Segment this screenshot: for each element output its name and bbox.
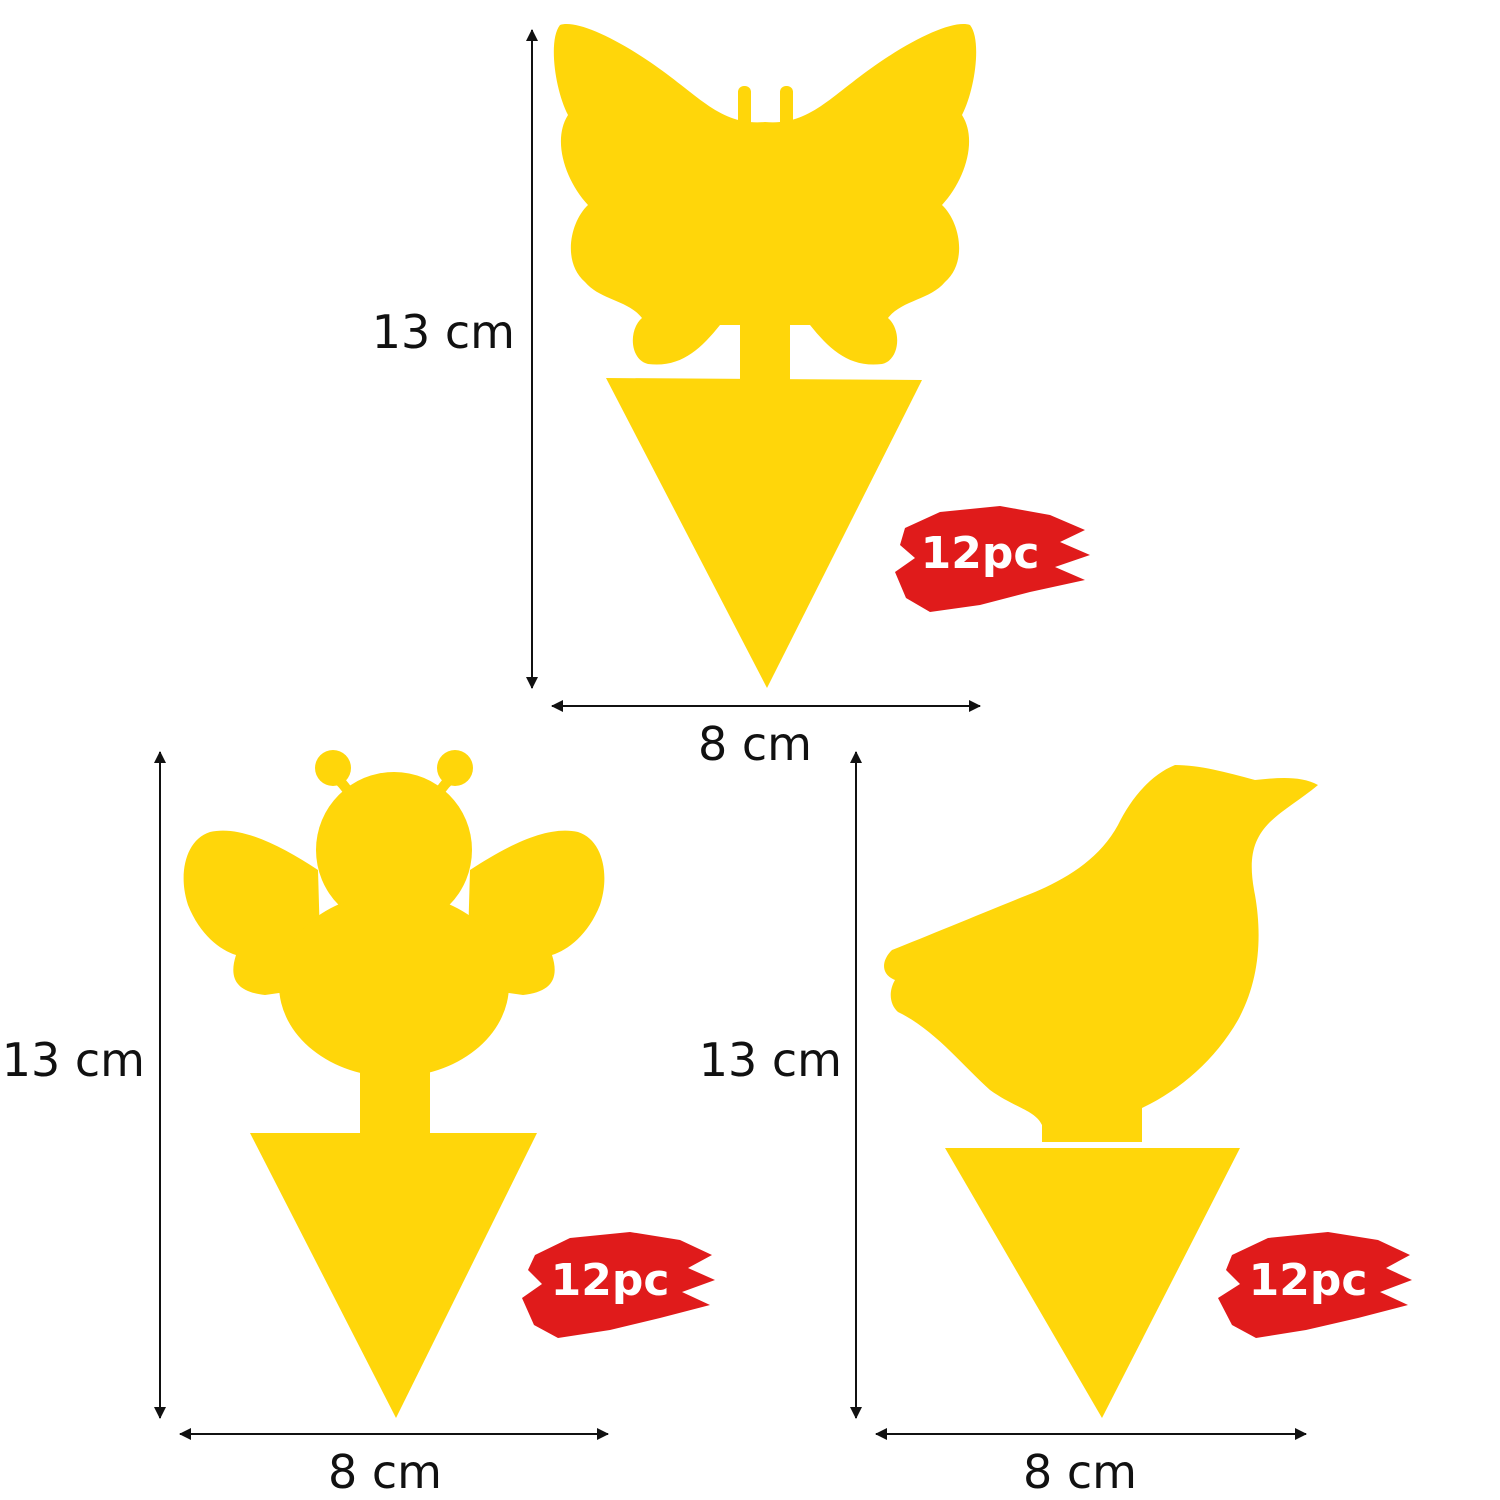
butterfly-trap-icon bbox=[553, 24, 977, 688]
paint-splash-badge bbox=[522, 1232, 715, 1338]
butterfly-quantity-badge: 12pc bbox=[895, 506, 1090, 612]
quantity-label: 12pc bbox=[921, 528, 1040, 579]
butterfly-trap-group: 12pc 13 cm 8 cm bbox=[372, 24, 1090, 771]
bird-trap-group: 12pc 13 cm 8 cm bbox=[699, 751, 1412, 1499]
height-label: 13 cm bbox=[699, 1033, 842, 1087]
bee-trap-icon bbox=[183, 750, 605, 1418]
quantity-label: 12pc bbox=[1249, 1255, 1368, 1306]
paint-splash-badge bbox=[1218, 1232, 1412, 1338]
paint-splash-badge bbox=[895, 506, 1090, 612]
width-label: 8 cm bbox=[698, 717, 812, 771]
bird-trap-icon bbox=[884, 765, 1318, 1418]
height-label: 13 cm bbox=[2, 1033, 145, 1087]
width-label: 8 cm bbox=[1023, 1445, 1137, 1499]
quantity-label: 12pc bbox=[551, 1255, 670, 1306]
width-label: 8 cm bbox=[328, 1445, 442, 1499]
bee-trap-group: 12pc 13 cm 8 cm bbox=[2, 750, 715, 1499]
bee-quantity-badge: 12pc bbox=[522, 1232, 715, 1338]
height-label: 13 cm bbox=[372, 305, 515, 359]
bird-quantity-badge: 12pc bbox=[1218, 1232, 1412, 1338]
